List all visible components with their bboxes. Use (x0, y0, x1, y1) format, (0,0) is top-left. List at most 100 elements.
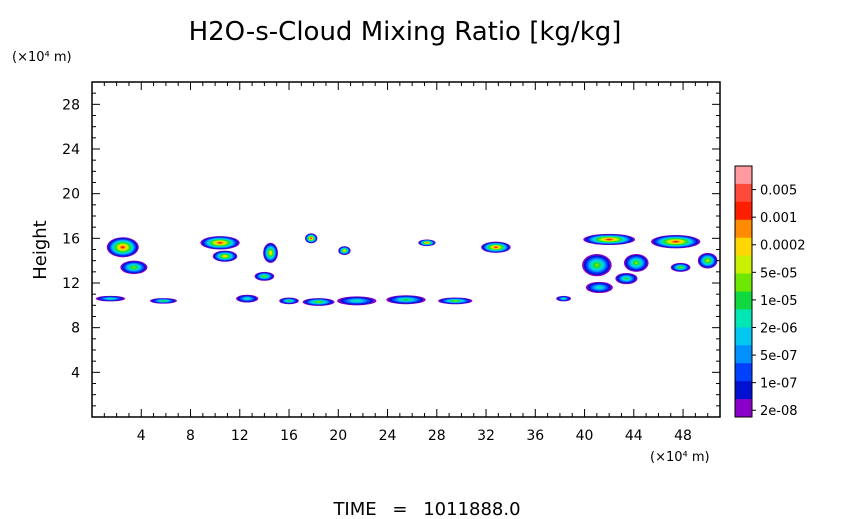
cloud-contour (562, 297, 566, 300)
plot-frame (91, 81, 721, 418)
cloud-contour (287, 300, 291, 302)
cloud-contour (706, 259, 709, 262)
y-axis-label: Height (30, 220, 51, 280)
cloud-contour (121, 246, 125, 249)
cloud-contour (352, 300, 361, 302)
y-tick-label: 8 (71, 321, 80, 337)
y-tick-label: 20 (62, 187, 80, 203)
time-footer: TIME = 1011888.0 (332, 499, 520, 519)
x-axis-unit: (×10⁴ m) (650, 450, 710, 465)
cloud-contour (310, 237, 313, 240)
cloud-patch (582, 253, 612, 277)
cloud-patch (697, 252, 718, 269)
y-tick-label: 24 (62, 142, 80, 158)
x-tick-label: 36 (526, 428, 544, 444)
y-tick-label: 16 (62, 231, 80, 247)
colorbar-segment (735, 399, 752, 418)
chart-title: H2O-s-Cloud Mixing Ratio [kg/kg] (189, 17, 622, 47)
cloud-contour (494, 246, 498, 249)
colorbar-label: 0.001 (760, 211, 797, 226)
cloud-patch (556, 295, 572, 302)
time-separator: = (392, 499, 407, 519)
colorbar: 0.005 0.001 0.0002 5e-05 1e-05 2e-06 5e-07 1e-0… (734, 165, 806, 419)
y-axis: 4 8 12 16 20 24 28 (62, 92, 720, 407)
x-tick-label: 4 (137, 428, 146, 444)
cloud-contour (343, 249, 346, 252)
colorbar-segment (735, 166, 752, 185)
cloud-patch (418, 239, 436, 247)
cloud-patch (583, 233, 636, 246)
cloud-contour (425, 242, 428, 244)
cloud-contour (634, 261, 639, 265)
cloud-contour (402, 298, 410, 301)
cloud-patch (263, 242, 278, 263)
x-tick-label: 48 (674, 428, 692, 444)
cloud-contour (673, 240, 679, 243)
cloud-contour (679, 266, 683, 269)
cloud-patch (149, 298, 177, 304)
cloud-patch (438, 297, 473, 305)
colorbar-label: 2e-08 (760, 404, 798, 419)
cloud-contour (606, 238, 612, 241)
time-label: TIME (332, 499, 376, 519)
cloud-contour (624, 277, 629, 280)
x-tick-label: 16 (280, 428, 298, 444)
cloud-patch (236, 294, 259, 303)
colorbar-segment (735, 219, 752, 239)
cloud-field (95, 233, 718, 306)
colorbar-label: 0.0002 (760, 239, 806, 254)
cloud-patch (106, 237, 139, 258)
colorbar-segment (735, 201, 752, 221)
cloud-patch (212, 250, 238, 262)
colorbar-label: 5e-07 (760, 349, 798, 364)
cloud-patch (338, 246, 351, 256)
colorbar-segment (735, 255, 752, 274)
colorbar-segment (735, 273, 752, 292)
colorbar-label: 1e-07 (760, 377, 798, 392)
colorbar-segment (735, 363, 752, 382)
y-tick-label: 12 (62, 276, 80, 292)
cloud-patch (305, 233, 318, 244)
cloud-contour (107, 297, 114, 300)
x-tick-label: 24 (379, 428, 397, 444)
colorbar-segment (735, 381, 752, 400)
x-tick-label: 40 (576, 428, 594, 444)
cloud-patch (615, 272, 638, 285)
colorbar-segment (735, 345, 752, 364)
y-tick-label: 28 (62, 97, 80, 113)
colorbar-label: 0.005 (760, 184, 797, 199)
cloud-contour (269, 251, 272, 255)
cloud-contour (131, 266, 136, 269)
x-tick-label: 12 (231, 428, 249, 444)
cloud-patch (120, 260, 148, 275)
cloud-contour (596, 286, 602, 289)
x-tick-label: 20 (329, 428, 347, 444)
y-axis-unit: (×10⁴ m) (12, 50, 72, 65)
x-tick-label: 32 (477, 428, 495, 444)
x-tick-label: 28 (428, 428, 446, 444)
cloud-contour (161, 300, 166, 302)
colorbar-segment (735, 183, 752, 203)
x-tick-label: 44 (625, 428, 643, 444)
x-axis: 4 8 12 16 20 24 28 32 36 40 44 48 (103, 82, 709, 444)
colorbar-label: 5e-05 (760, 266, 798, 281)
time-value: 1011888.0 (423, 499, 520, 519)
cloud-contour (452, 300, 458, 302)
cloud-contour (262, 275, 266, 278)
x-tick-label: 8 (186, 428, 195, 444)
colorbar-frame (734, 165, 753, 418)
colorbar-label: 2e-06 (760, 321, 798, 336)
cloud-contour (218, 242, 223, 244)
cloud-patch (337, 296, 377, 306)
cloud-patch (95, 295, 126, 302)
cloud-patch (386, 295, 426, 305)
cloud-contour (316, 301, 321, 303)
cloud-contour (223, 255, 227, 257)
cloud-patch (302, 298, 335, 306)
cloud-patch (481, 241, 511, 253)
cloud-patch (623, 253, 649, 272)
colorbar-segment (735, 327, 752, 346)
cloud-patch (585, 281, 613, 294)
y-tick-label: 4 (71, 365, 80, 381)
